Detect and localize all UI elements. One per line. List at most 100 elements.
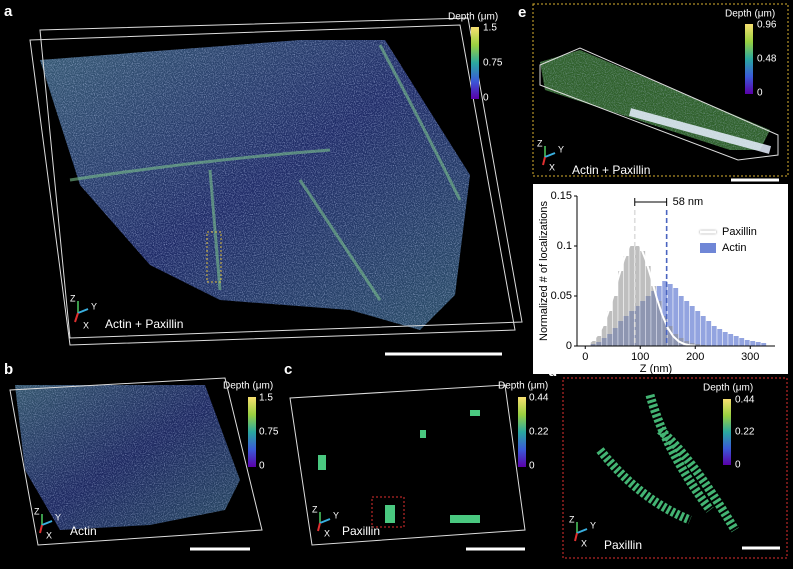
histogram-bar <box>761 343 767 346</box>
panel-frame <box>562 377 788 559</box>
histogram-bar <box>662 281 668 346</box>
colorbar-tick: 0.96 <box>757 20 777 31</box>
axis-label: X <box>549 162 555 172</box>
y-axis-title: Normalized # of localizations <box>538 200 550 341</box>
histogram-bar <box>684 301 690 346</box>
histogram-bar <box>678 296 684 346</box>
histogram-bar <box>618 271 624 346</box>
legend-swatch <box>700 243 716 253</box>
histogram-bar <box>596 336 602 346</box>
panel-f: f 58 nm 0 0.05 0.1 0.15 0 100 200 300 Z (nm) Norma… <box>521 184 788 375</box>
histogram-bar <box>667 326 673 346</box>
axis-label: Y <box>590 520 596 530</box>
axis-triad: Z Y X <box>569 514 596 548</box>
axis-label: X <box>581 538 587 548</box>
wireframe <box>29 24 516 346</box>
filaments <box>69 44 462 301</box>
histogram-bar <box>667 284 673 346</box>
histogram-bar <box>706 321 712 346</box>
x-tick-label: 0 <box>582 351 588 363</box>
paxillin-image <box>628 108 772 154</box>
colorbar-tick: 0 <box>529 461 535 472</box>
colorbar-tick: 1.5 <box>259 393 273 404</box>
caption: Paxillin <box>604 538 642 552</box>
inset-box <box>371 496 405 528</box>
wireframe <box>9 377 263 546</box>
cell-texture <box>40 40 470 330</box>
x-tick-label: 200 <box>686 351 704 363</box>
adhesions <box>318 410 480 523</box>
histogram-bar <box>601 326 607 346</box>
histogram-bar <box>607 311 613 346</box>
histogram-bar <box>590 341 596 346</box>
histogram-bar <box>673 334 679 346</box>
colorbar <box>723 399 731 465</box>
colorbar-title: Depth (μm) <box>703 383 753 394</box>
colorbar-tick: 0.44 <box>529 393 549 404</box>
colorbar <box>518 397 526 467</box>
caption: Actin <box>70 524 97 538</box>
axis-label: Z <box>70 293 76 303</box>
x-axis-title: Z (nm) <box>640 363 672 375</box>
colorbar-title: Depth (μm) <box>498 381 548 392</box>
caption: Actin + Paxillin <box>105 317 183 331</box>
x-tick-label: 100 <box>631 351 649 363</box>
colorbar <box>248 397 256 467</box>
adhesions <box>596 393 739 533</box>
histogram-bar <box>662 316 668 346</box>
axis-label: X <box>324 528 330 538</box>
colorbar-tick: 0 <box>757 88 763 99</box>
axis-label: Y <box>55 512 61 522</box>
fit-curve <box>584 239 696 347</box>
colorbar-tick: 0.22 <box>529 427 549 438</box>
histogram-bar <box>629 246 635 346</box>
colorbar-tick: 0.75 <box>483 58 503 69</box>
wireframe <box>289 384 526 546</box>
annotation: 58 nm <box>673 196 704 208</box>
colorbar-tick: 0 <box>735 460 741 471</box>
colorbar-tick: 0.44 <box>735 395 755 406</box>
axis-label: Z <box>569 514 575 524</box>
axis-label: X <box>46 530 52 540</box>
colorbar-tick: 0 <box>259 461 265 472</box>
panel-e: e Depth (μm) 0.96 0.48 0 Z Y X Actin + P… <box>518 3 789 182</box>
y-tick-label: 0.05 <box>551 290 572 302</box>
colorbar-tick: 0 <box>483 93 489 104</box>
colorbar-title: Depth (μm) <box>223 381 273 392</box>
y-tick-label: 0.15 <box>551 190 572 202</box>
y-tick-label: 0 <box>566 340 572 352</box>
histogram-bar <box>739 338 745 346</box>
colorbar-tick: 0.48 <box>757 54 777 65</box>
caption: Paxillin <box>342 524 380 538</box>
histogram-bar <box>645 266 651 346</box>
colorbar-tick: 0.22 <box>735 427 755 438</box>
colorbar <box>471 27 479 99</box>
panel-frame <box>532 3 789 177</box>
histogram-bar <box>640 251 646 346</box>
colorbar-title: Depth (μm) <box>725 9 775 20</box>
panel-b: b Depth (μm) 1.5 0.75 0 Z Y X Actin <box>4 361 279 551</box>
colorbar-title: Depth (μm) <box>448 12 498 23</box>
legend-label: Paxillin <box>722 226 757 238</box>
histogram-bar <box>689 306 695 346</box>
colorbar-tick: 0.75 <box>259 427 279 438</box>
axis-label: Y <box>558 144 564 154</box>
histogram-bar <box>623 256 629 346</box>
panel-label: f <box>521 188 527 205</box>
panel-label: b <box>4 361 13 378</box>
axis-label: Z <box>537 138 543 148</box>
histogram-bar <box>755 342 761 346</box>
axis-triad: Z Y X <box>70 293 97 330</box>
histogram-bar <box>722 332 728 346</box>
panel-label: a <box>4 3 13 20</box>
axis-triad: Z Y X <box>537 138 564 172</box>
axis-label: Y <box>91 301 97 311</box>
texture <box>540 50 770 150</box>
histogram-bar <box>695 311 701 346</box>
histogram-bar <box>684 341 690 346</box>
axis-label: X <box>83 320 89 330</box>
axis-label: Y <box>333 510 339 520</box>
histogram-bar <box>612 296 618 346</box>
histogram-bar <box>656 301 662 346</box>
